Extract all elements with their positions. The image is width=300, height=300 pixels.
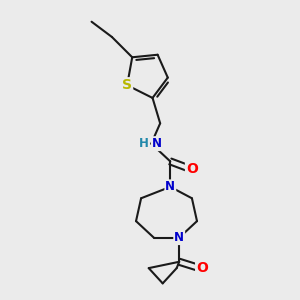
Text: N: N bbox=[174, 231, 184, 244]
Text: S: S bbox=[122, 78, 132, 92]
Text: N: N bbox=[152, 137, 162, 150]
Text: H: H bbox=[139, 137, 149, 150]
Text: O: O bbox=[186, 162, 198, 176]
Text: N: N bbox=[165, 180, 175, 193]
Text: O: O bbox=[196, 261, 208, 275]
